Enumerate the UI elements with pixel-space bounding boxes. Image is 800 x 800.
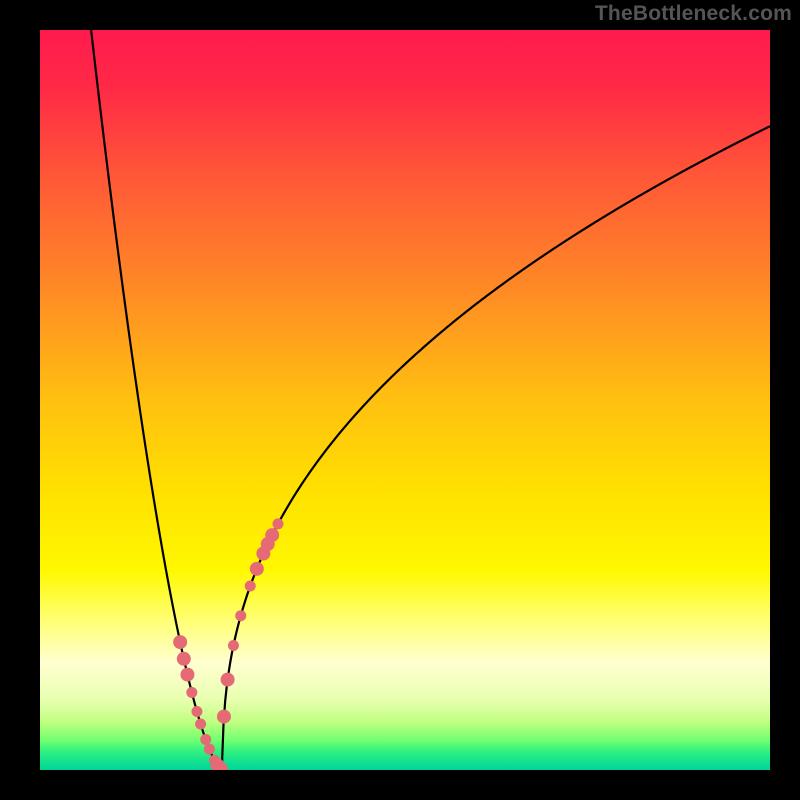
chart-container: TheBottleneck.com xyxy=(0,0,800,800)
data-marker xyxy=(200,734,211,745)
data-marker xyxy=(186,687,197,698)
data-marker xyxy=(195,718,206,729)
data-marker xyxy=(235,610,246,621)
data-marker xyxy=(180,668,194,682)
chart-plot-bg xyxy=(40,30,770,770)
data-marker xyxy=(217,710,231,724)
data-marker xyxy=(265,528,279,542)
data-marker xyxy=(191,706,202,717)
data-marker xyxy=(177,652,191,666)
data-marker xyxy=(228,640,239,651)
data-marker xyxy=(245,581,256,592)
watermark-text: TheBottleneck.com xyxy=(595,2,792,26)
data-marker xyxy=(272,518,283,529)
data-marker xyxy=(204,744,215,755)
data-marker xyxy=(221,673,235,687)
bottleneck-chart xyxy=(0,0,800,800)
data-marker xyxy=(250,562,264,576)
data-marker xyxy=(173,635,187,649)
